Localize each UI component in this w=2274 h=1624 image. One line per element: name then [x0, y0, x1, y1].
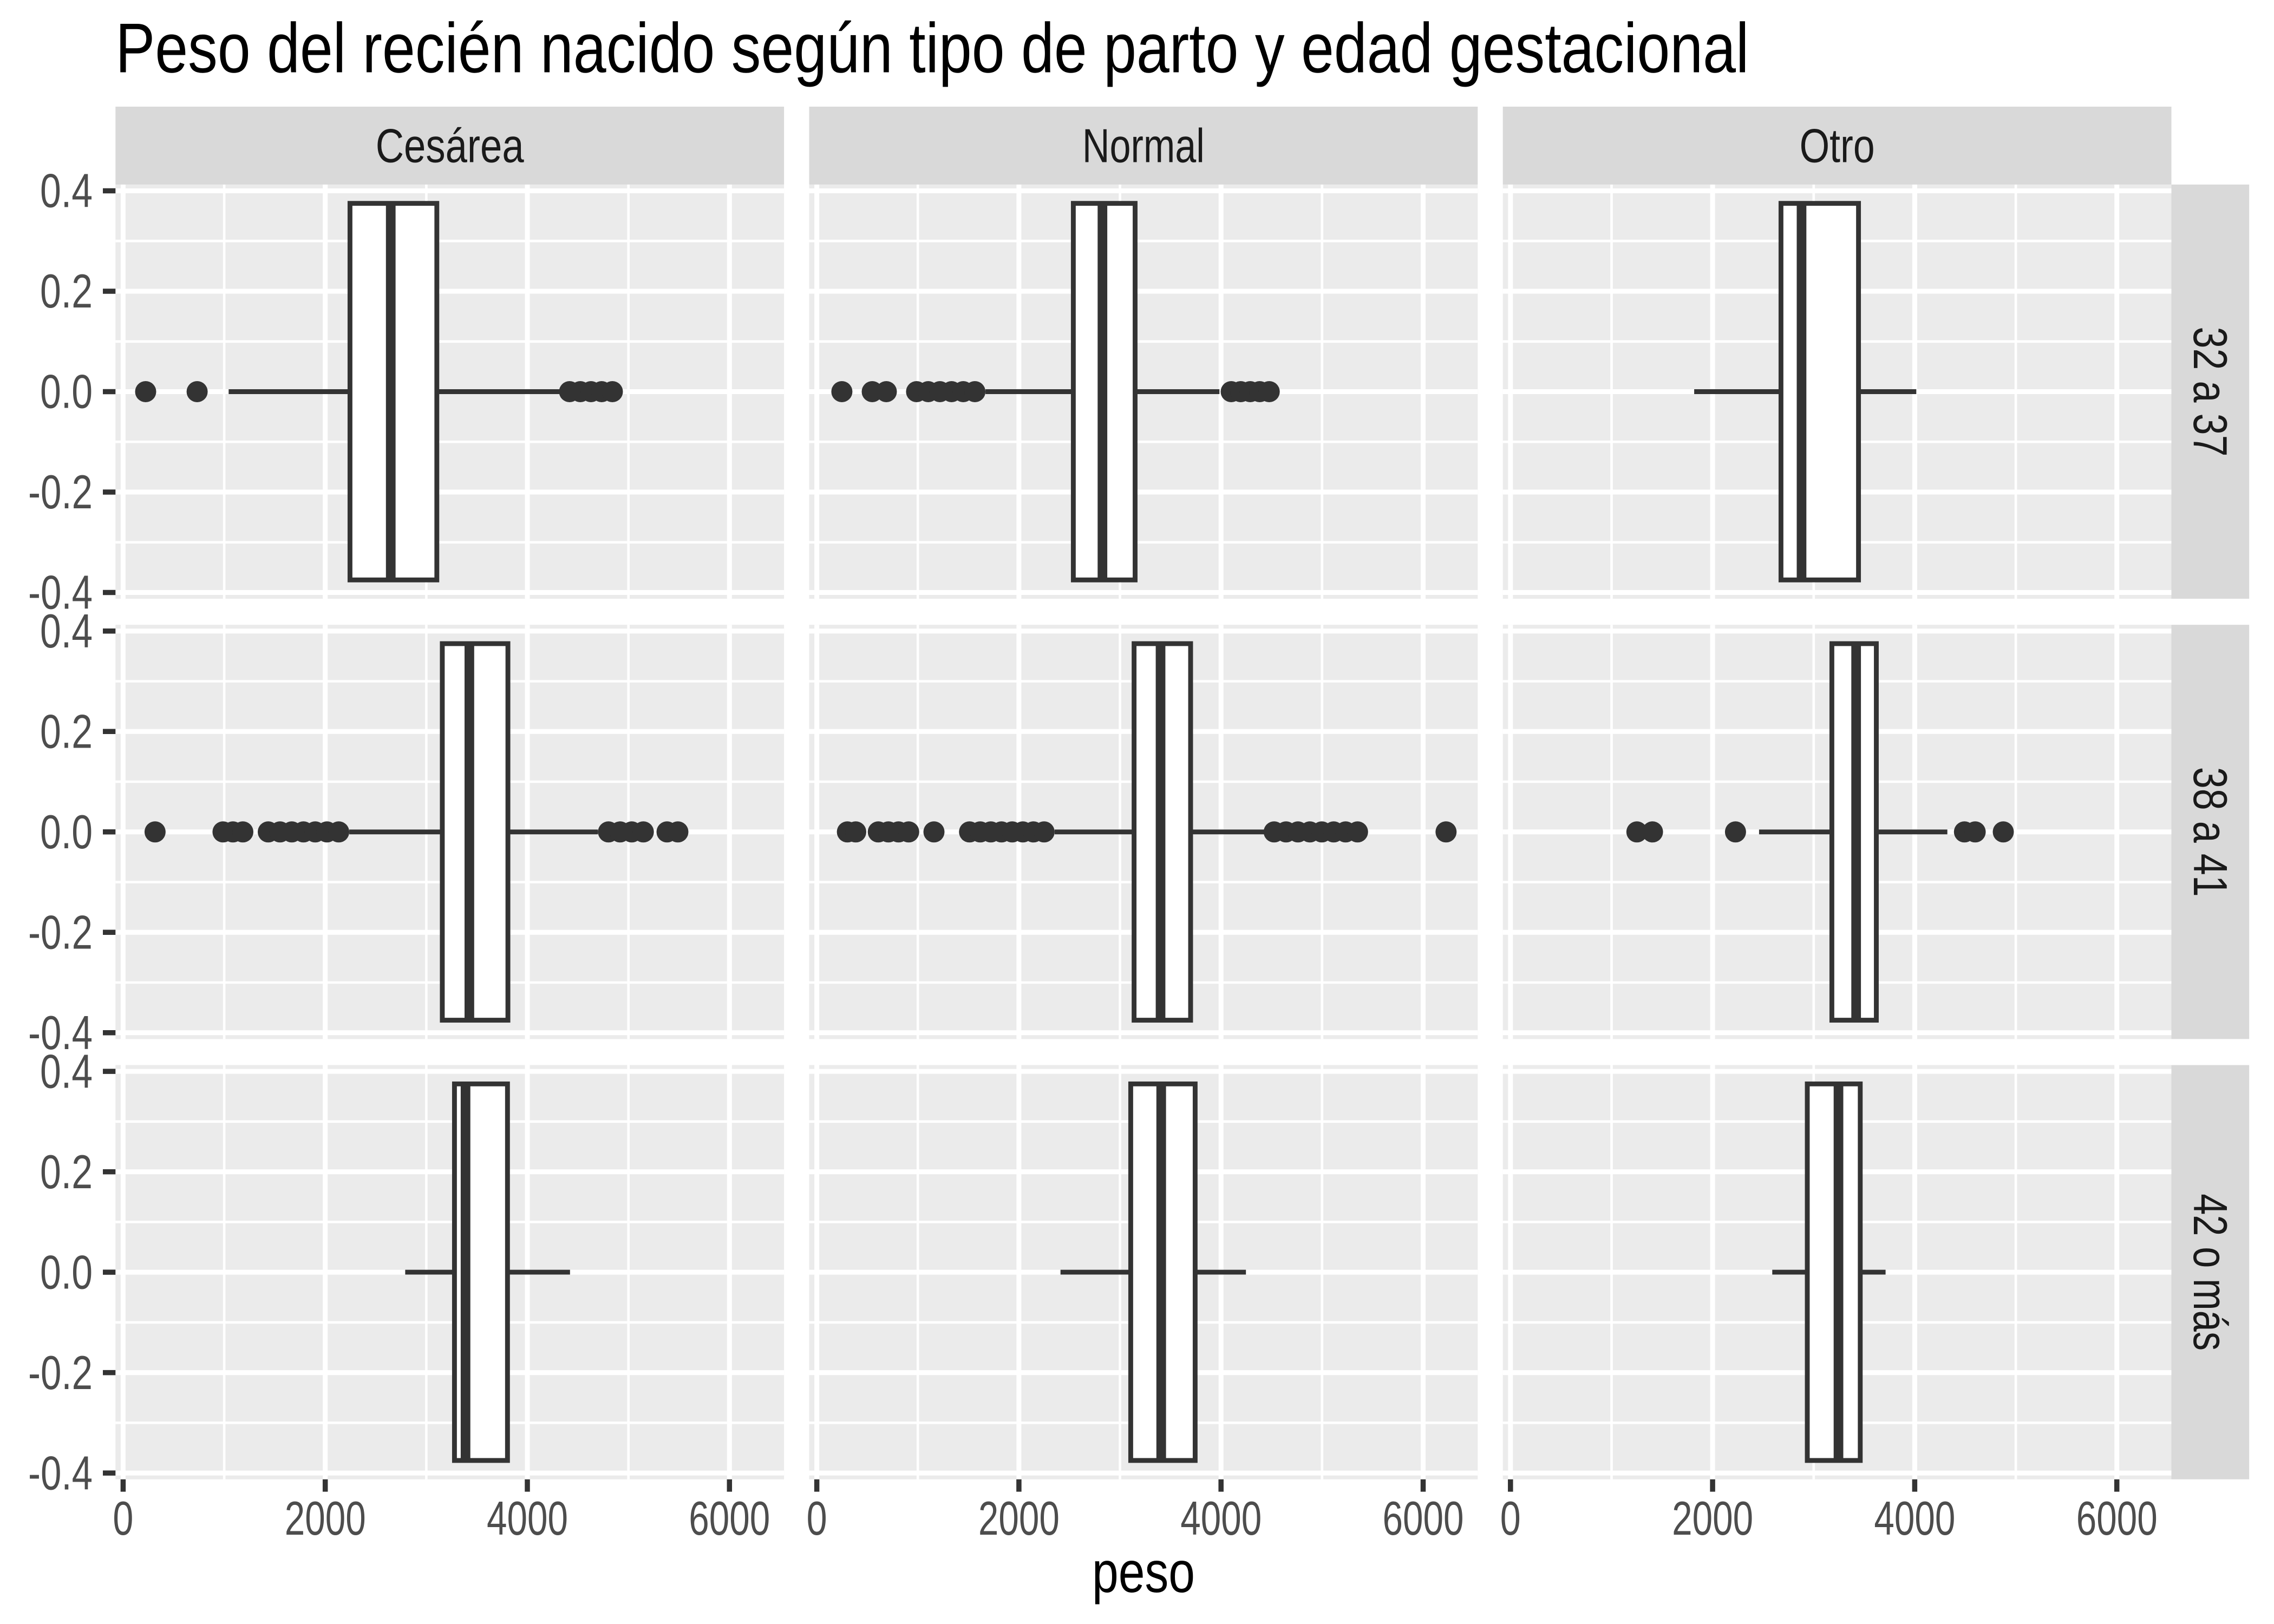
svg-text:6000: 6000	[1383, 1491, 1464, 1545]
svg-text:-0.4: -0.4	[28, 1446, 93, 1499]
svg-text:6000: 6000	[689, 1491, 770, 1545]
svg-text:-0.2: -0.2	[28, 465, 93, 519]
svg-text:38 a 41: 38 a 41	[2184, 767, 2237, 897]
svg-text:0.2: 0.2	[40, 705, 93, 758]
svg-text:0.2: 0.2	[40, 264, 93, 318]
svg-text:2000: 2000	[285, 1491, 366, 1545]
svg-text:Cesárea: Cesárea	[376, 119, 524, 173]
svg-text:-0.4: -0.4	[28, 566, 93, 619]
svg-text:4000: 4000	[1180, 1491, 1262, 1545]
svg-text:32 a 37: 32 a 37	[2184, 327, 2237, 457]
svg-text:42 o más: 42 o más	[2184, 1194, 2237, 1351]
svg-text:0: 0	[1500, 1491, 1521, 1545]
svg-text:-0.2: -0.2	[28, 906, 93, 959]
svg-text:0.4: 0.4	[40, 164, 93, 218]
svg-text:4000: 4000	[1874, 1491, 1955, 1545]
svg-text:2000: 2000	[978, 1491, 1060, 1545]
svg-text:0: 0	[807, 1491, 827, 1545]
svg-text:0.4: 0.4	[40, 1044, 93, 1098]
svg-text:2000: 2000	[1672, 1491, 1753, 1545]
svg-text:0.0: 0.0	[40, 365, 93, 418]
svg-text:Peso del recién nacido según t: Peso del recién nacido según tipo de par…	[115, 9, 1749, 88]
svg-text:0.2: 0.2	[40, 1145, 93, 1199]
svg-text:4000: 4000	[487, 1491, 568, 1545]
svg-text:Normal: Normal	[1082, 119, 1205, 173]
svg-text:peso: peso	[1092, 1539, 1195, 1605]
svg-text:6000: 6000	[2076, 1491, 2158, 1545]
svg-text:-0.2: -0.2	[28, 1346, 93, 1399]
svg-text:-0.4: -0.4	[28, 1006, 93, 1059]
svg-text:0.4: 0.4	[40, 604, 93, 658]
svg-text:0.0: 0.0	[40, 1245, 93, 1299]
svg-text:0.0: 0.0	[40, 805, 93, 859]
svg-text:0: 0	[113, 1491, 133, 1545]
svg-text:Otro: Otro	[1800, 119, 1875, 173]
